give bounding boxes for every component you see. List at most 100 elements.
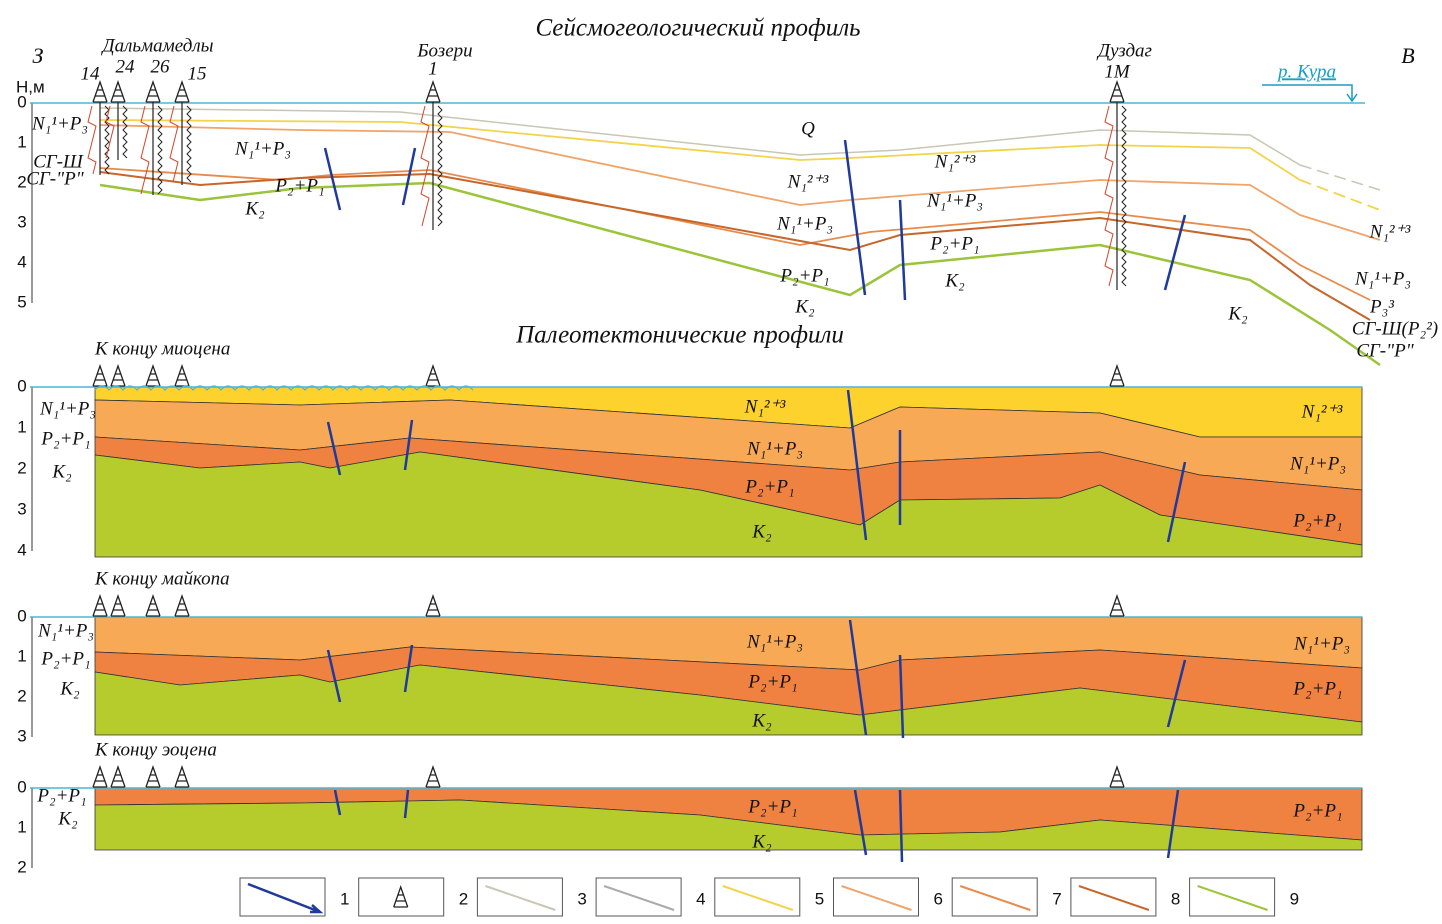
paleo-title: Палеотектонические профили: [515, 322, 844, 349]
formation-label: N₁¹+P₃: [776, 213, 833, 234]
formation-label: N₁²⁺³: [787, 171, 829, 192]
horizon: [1300, 180, 1380, 210]
formation-label: СГ-Ш(P₂²): [1352, 318, 1438, 339]
well-log: [88, 106, 96, 174]
formation-label: N₁¹+P₃: [926, 190, 983, 211]
well-icon: [175, 82, 189, 102]
well-icon: [1110, 767, 1124, 787]
well-log: [187, 106, 191, 182]
formation-label: K₂: [751, 710, 772, 731]
depth-tick: 2: [17, 686, 26, 705]
well-log: [1122, 106, 1126, 286]
formation-label: K₂: [794, 296, 815, 317]
well-number: 15: [188, 63, 207, 84]
well-log: [123, 106, 127, 158]
panel-title: К концу миоцена: [94, 338, 230, 359]
formation-label: P₂+P₁: [1292, 510, 1342, 531]
depth-tick: 4: [17, 252, 26, 271]
formation-label: K₂: [51, 461, 72, 482]
depth-tick: 3: [17, 499, 26, 518]
formation-label: K₂: [751, 831, 772, 852]
depth-tick: 1: [17, 417, 26, 436]
well-icon: [111, 82, 125, 102]
well-icon: [93, 82, 107, 102]
formation-label: K₂: [244, 198, 265, 219]
formation-label: K₂: [944, 270, 965, 291]
well-icon: [426, 82, 440, 102]
legend-number: 9: [1290, 889, 1299, 908]
well-log: [438, 106, 442, 226]
formation-label: N₁¹+P₃: [1354, 268, 1411, 289]
well-log: [141, 106, 149, 194]
well-number: 1М: [1104, 61, 1131, 82]
depth-tick: 3: [17, 212, 26, 231]
formation-label: N₁¹+P₃: [37, 620, 94, 641]
panel-title: К концу эоцена: [94, 739, 217, 760]
formation-label: N₁²⁺³: [744, 396, 786, 417]
legend-number: 4: [696, 889, 705, 908]
formation-label: P₂+P₁: [747, 796, 797, 817]
formation-label: P₂+P₁: [40, 428, 90, 449]
legend-number: 5: [815, 889, 824, 908]
depth-tick: 0: [17, 376, 26, 395]
well-icon: [1110, 596, 1124, 616]
fault: [900, 200, 905, 300]
formation-label: N₁²⁺³: [1369, 221, 1411, 242]
well-icon: [93, 596, 107, 616]
formation-label: P₂+P₁: [929, 233, 979, 254]
depth-tick: 1: [17, 817, 26, 836]
legend-number: 7: [1052, 889, 1061, 908]
formation-label: СГ-"Р": [26, 168, 84, 189]
river-arrow: [1262, 85, 1357, 101]
formation-label: P₂+P₁: [747, 671, 797, 692]
horizon: [1300, 165, 1380, 190]
well-icon: [111, 767, 125, 787]
well-icon: [146, 82, 160, 102]
well-area: Дуздаг: [1096, 40, 1152, 61]
formation-label: P₂+P₁: [1292, 678, 1342, 699]
well-icon: [111, 596, 125, 616]
main-title: Сейсмогеологический профиль: [535, 15, 860, 42]
fault: [325, 148, 340, 210]
well-icon: [1110, 82, 1124, 102]
well-icon: [146, 596, 160, 616]
well-icon: [175, 366, 189, 386]
formation-label: K₂: [1227, 303, 1248, 324]
formation-label: СГ-"Р": [1356, 340, 1414, 361]
well-area: Бозери: [416, 40, 472, 61]
formation-label: P₂+P₁: [779, 265, 829, 286]
formation-label: N₁¹+P₃: [1293, 633, 1350, 654]
well-icon: [93, 366, 107, 386]
legend-number: 8: [1171, 889, 1180, 908]
well-icon: [93, 767, 107, 787]
depth-tick: 2: [17, 172, 26, 191]
well-log: [170, 106, 178, 182]
formation-label: N₁¹+P₃: [234, 138, 291, 159]
legend-number: 6: [934, 889, 943, 908]
well-icon: [111, 366, 125, 386]
formation-label: P₂+P₁: [1292, 800, 1342, 821]
formation-label: N₁¹+P₃: [746, 438, 803, 459]
depth-tick: 5: [17, 292, 26, 311]
depth-tick: 0: [17, 92, 26, 111]
well-number: 24: [116, 56, 136, 77]
well-number: 26: [151, 56, 171, 77]
formation-label: P₃³: [1369, 296, 1394, 317]
legend-box: [359, 878, 444, 916]
legend-number: 3: [577, 889, 586, 908]
well-icon: [426, 596, 440, 616]
depth-tick: 2: [17, 857, 26, 876]
formation-label: N₁²⁺³: [934, 151, 976, 172]
depth-tick: 4: [17, 540, 26, 559]
well-number: 1: [428, 58, 438, 79]
geological-profiles: Сейсмогеологический профиль З В Н,м Пале…: [0, 0, 1442, 924]
legend-number: 1: [340, 889, 349, 908]
depth-tick: 1: [17, 646, 26, 665]
formation-label: Q: [801, 118, 815, 139]
formation-label: P₂+P₁: [40, 648, 90, 669]
fault: [845, 140, 865, 295]
well-icon: [146, 366, 160, 386]
well-icon: [175, 767, 189, 787]
formation-label: K₂: [57, 808, 78, 829]
legend-number: 2: [459, 889, 468, 908]
